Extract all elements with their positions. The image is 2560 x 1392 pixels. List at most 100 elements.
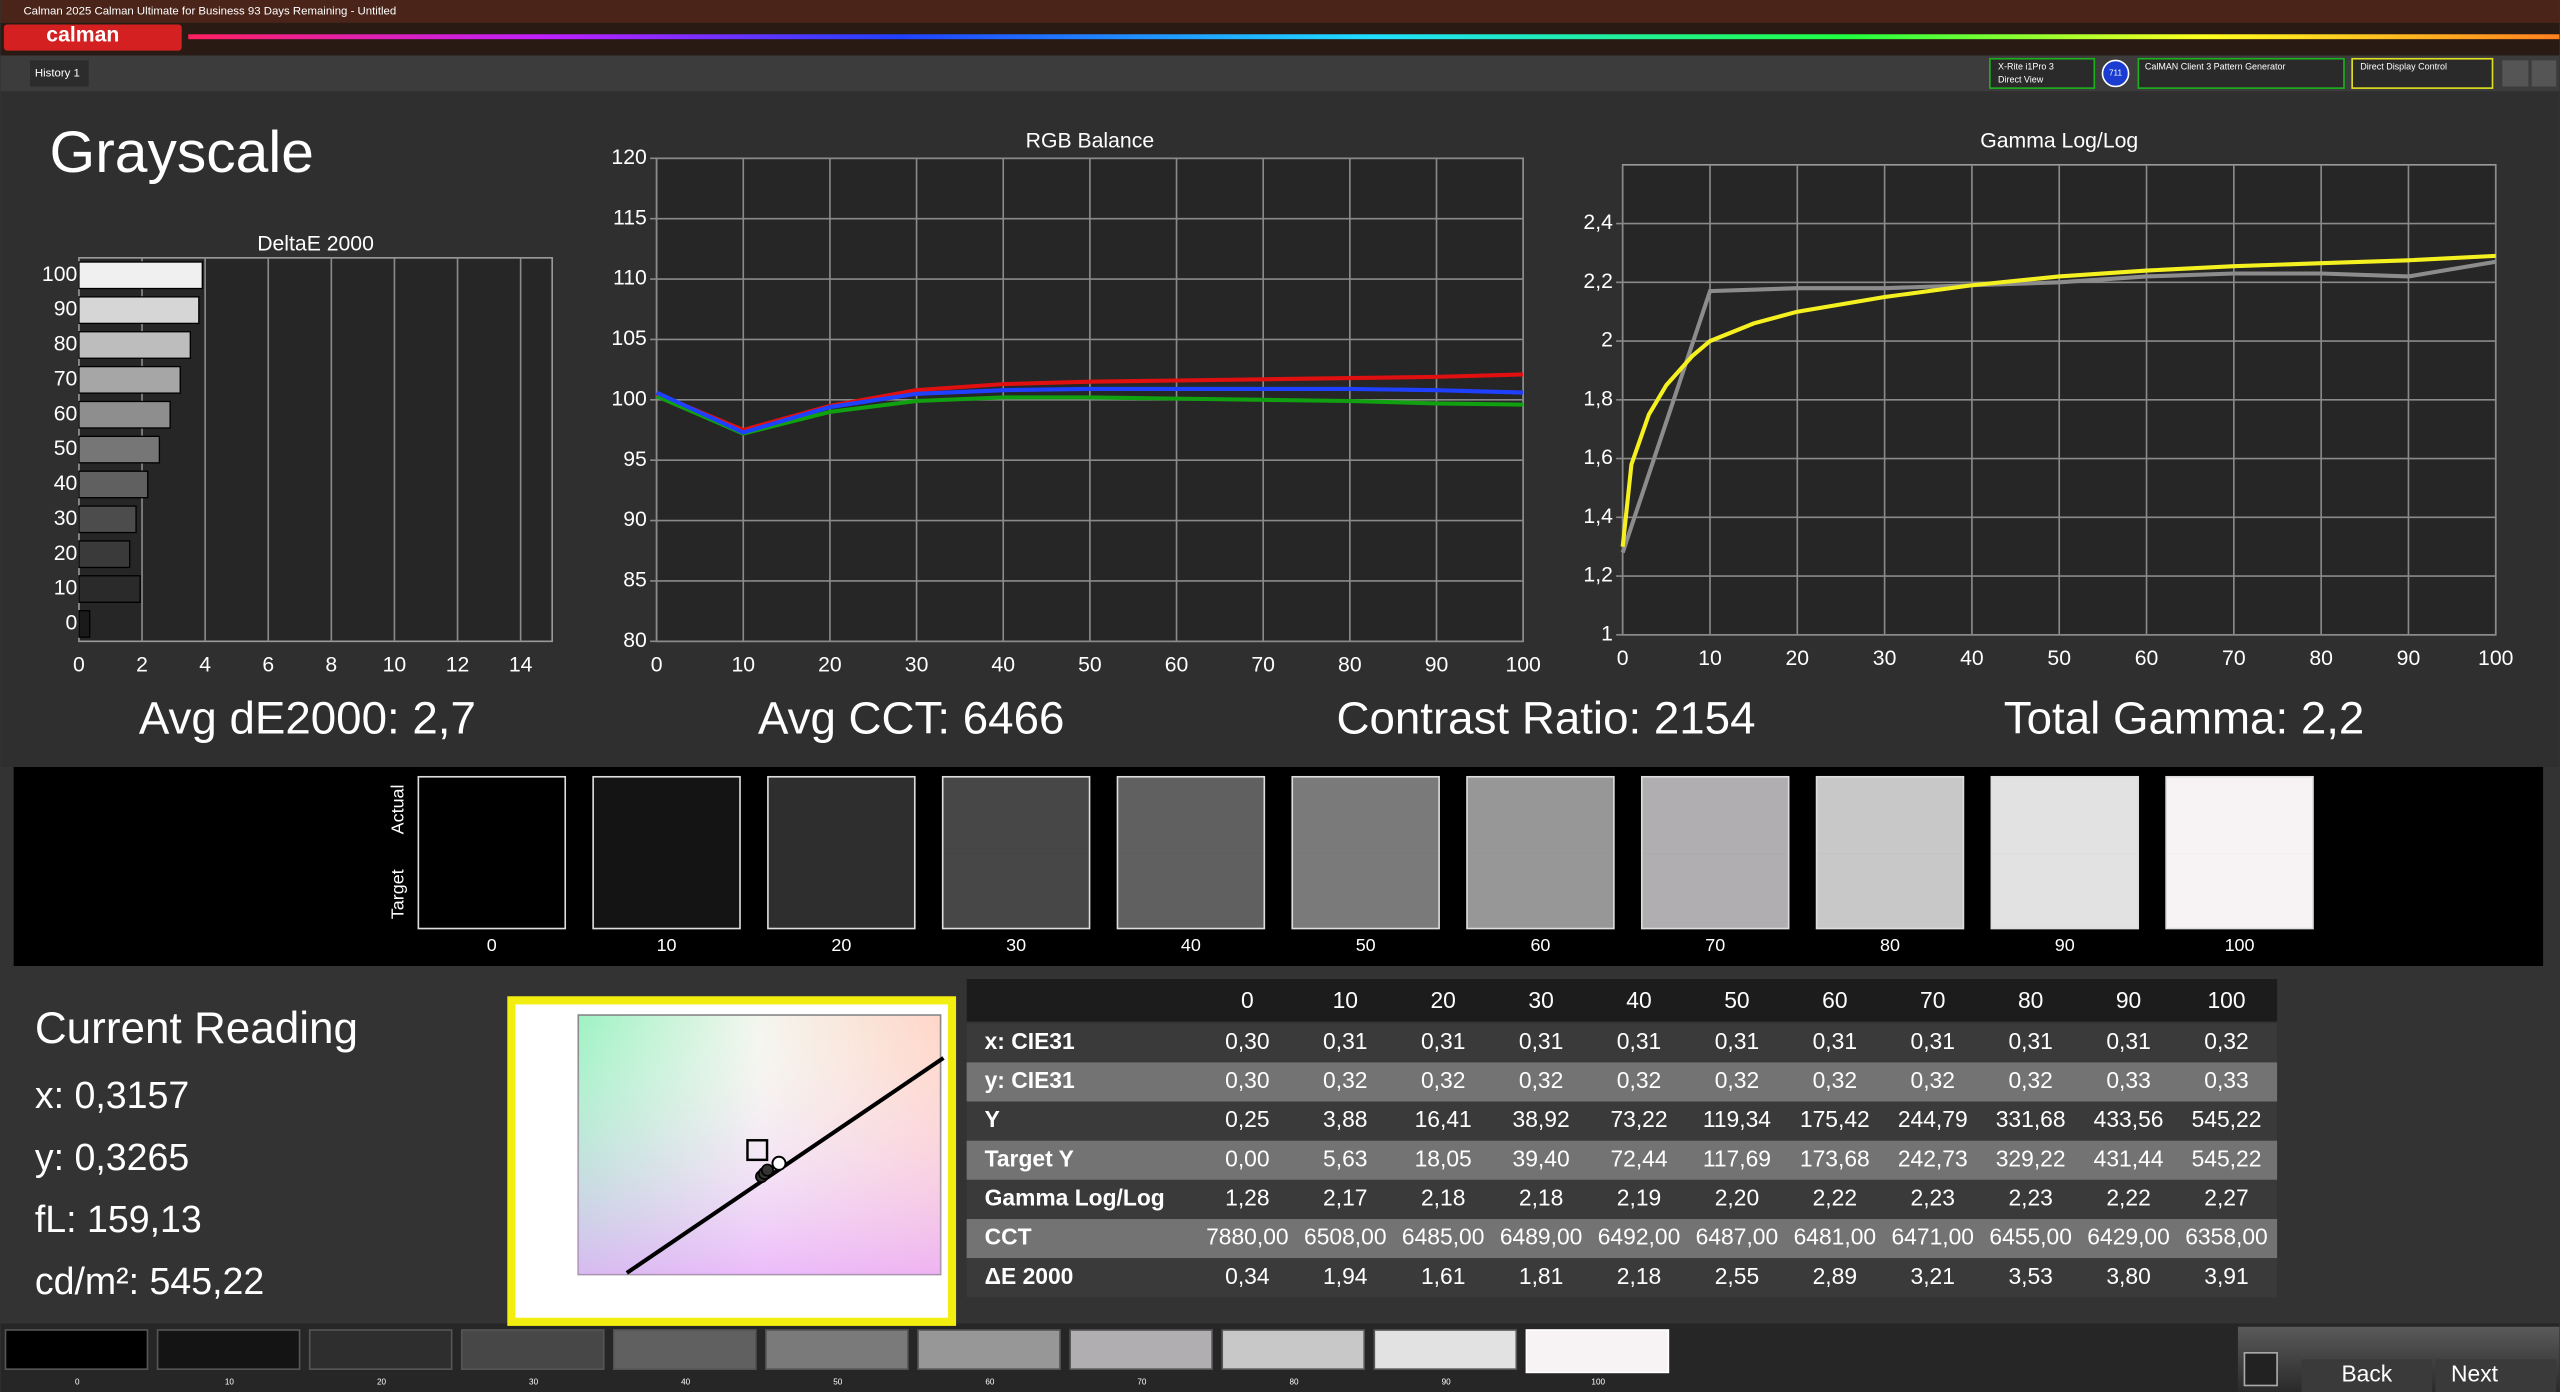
table-cell: 0,30: [1225, 1028, 1269, 1054]
y-tick-label: 110: [613, 267, 647, 290]
table-row: [966, 1101, 2278, 1141]
summary-stat: Avg dE2000: 2,7: [139, 692, 476, 743]
y-tick-label: 85: [623, 569, 647, 592]
strip-swatch[interactable]: [765, 1329, 909, 1370]
table-cell: 0,00: [1225, 1145, 1269, 1171]
table-cell: 0,31: [1519, 1028, 1563, 1054]
x-tick-label: 50: [2047, 647, 2071, 670]
strip-label: 50: [833, 1377, 843, 1386]
y-tick-label: 90: [54, 298, 78, 321]
y-tick-label: 1,6: [1583, 446, 1612, 469]
page-title: Grayscale: [50, 120, 314, 185]
strip-label: 40: [681, 1377, 691, 1386]
table-column-header: 40: [1626, 987, 1651, 1013]
swatch-label: 90: [2055, 935, 2075, 955]
swatch-actual: [1641, 776, 1789, 854]
y-tick-label: 1,8: [1583, 387, 1612, 410]
table-column-header: 0: [1241, 987, 1254, 1013]
table-cell: 2,17: [1323, 1184, 1367, 1210]
table-cell: 3,53: [2008, 1263, 2052, 1289]
y-tick-label: 1: [1601, 622, 1613, 645]
table-cell: 18,05: [1415, 1145, 1472, 1171]
table-column-header: 80: [2018, 987, 2043, 1013]
table-cell: 72,44: [1610, 1145, 1667, 1171]
swatch-target: [418, 853, 566, 929]
x-tick-label: 10: [383, 653, 407, 676]
next-button[interactable]: [2435, 1359, 2557, 1392]
stop-button[interactable]: [2243, 1352, 2278, 1387]
reading-point: [760, 1163, 774, 1177]
table-cell: 2,18: [1519, 1184, 1563, 1210]
table-column-header: 20: [1430, 987, 1455, 1013]
table-cell: 0,32: [1617, 1067, 1661, 1093]
meter-mode: Direct View: [1998, 74, 2044, 84]
title-bar: [0, 0, 2560, 23]
meter-badge[interactable]: [2101, 59, 2130, 88]
strip-swatch[interactable]: [613, 1329, 757, 1370]
meter-select[interactable]: [1989, 57, 2096, 89]
x-tick-label: 40: [991, 653, 1015, 676]
table-cell: 6489,00: [1500, 1224, 1583, 1250]
y-tick-label: 115: [613, 206, 647, 229]
table-cell: 0,32: [1911, 1067, 1955, 1093]
table-cell: 0,31: [2106, 1028, 2150, 1054]
table-cell: 2,89: [1813, 1263, 1857, 1289]
y-tick-label: 80: [623, 629, 647, 652]
strip-swatch[interactable]: [1069, 1329, 1213, 1370]
table-row: [966, 1140, 2278, 1180]
series-line: [655, 386, 1524, 435]
x-tick-label: 20: [1786, 647, 1810, 670]
settings-button[interactable]: [2502, 60, 2529, 87]
y-tick-label: 70: [54, 367, 78, 390]
history-tab-label: History 1: [35, 67, 80, 79]
chart-title: Gamma Log/Log: [1980, 130, 2138, 153]
swatch-actual: [1467, 776, 1614, 854]
table-header: [966, 979, 2278, 1022]
strip-swatch[interactable]: [460, 1329, 605, 1370]
x-tick-label: 40: [1960, 647, 1984, 670]
strip-swatch[interactable]: [1221, 1329, 1366, 1370]
table-cell: 0,32: [1323, 1067, 1367, 1093]
table-row: [966, 1219, 2278, 1259]
table-cell: 6487,00: [1696, 1224, 1779, 1250]
strip-swatch[interactable]: [917, 1329, 1061, 1370]
settings-button[interactable]: [2531, 60, 2557, 87]
x-tick-label: 50: [1078, 653, 1102, 676]
strip-swatch[interactable]: [1373, 1329, 1518, 1370]
strip-swatch[interactable]: [308, 1329, 453, 1370]
table-cell: 2,18: [1421, 1184, 1465, 1210]
y-tick-label: 10: [54, 577, 78, 600]
table-cell: 7880,00: [1206, 1224, 1289, 1250]
app-menu-button[interactable]: [3, 24, 182, 51]
table-cell: 6358,00: [2185, 1224, 2268, 1250]
swatch-row-label: Target: [388, 869, 408, 919]
cie-shade: [578, 1015, 941, 1275]
back-button[interactable]: [2301, 1359, 2433, 1392]
swatch-label: 30: [1006, 935, 1026, 955]
pattern-select[interactable]: [2137, 57, 2345, 89]
table-cell: 0,31: [1813, 1028, 1857, 1054]
swatch-label: 100: [2225, 935, 2255, 955]
swatch-target: [1816, 853, 1964, 929]
history-tab[interactable]: [29, 60, 89, 87]
x-tick-label: 80: [1338, 653, 1362, 676]
y-tick-label: 1,2: [1583, 564, 1612, 587]
y-tick-label: 30: [54, 507, 78, 530]
table-cell: 0,32: [2008, 1067, 2052, 1093]
table-row-label: x: CIE31: [985, 1028, 1075, 1054]
swatch-target: [1292, 853, 1440, 929]
y-tick-label: 2,2: [1583, 270, 1612, 293]
table-cell: 0,32: [1519, 1067, 1563, 1093]
display-select[interactable]: [2351, 57, 2494, 89]
reading-value: y: 0,3265: [35, 1136, 189, 1178]
x-tick-label: 70: [2222, 647, 2246, 670]
strip-swatch[interactable]: [1525, 1329, 1670, 1374]
swatch-target: [942, 853, 1090, 929]
strip-swatch[interactable]: [156, 1329, 301, 1370]
x-tick-label: 100: [1505, 653, 1540, 676]
summary-stat: Contrast Ratio: 2154: [1336, 692, 1755, 743]
strip-swatch[interactable]: [4, 1329, 149, 1370]
swatch-target: [1117, 853, 1265, 929]
swatch-actual: [1117, 776, 1265, 854]
reading-value: fL: 159,13: [35, 1198, 202, 1240]
